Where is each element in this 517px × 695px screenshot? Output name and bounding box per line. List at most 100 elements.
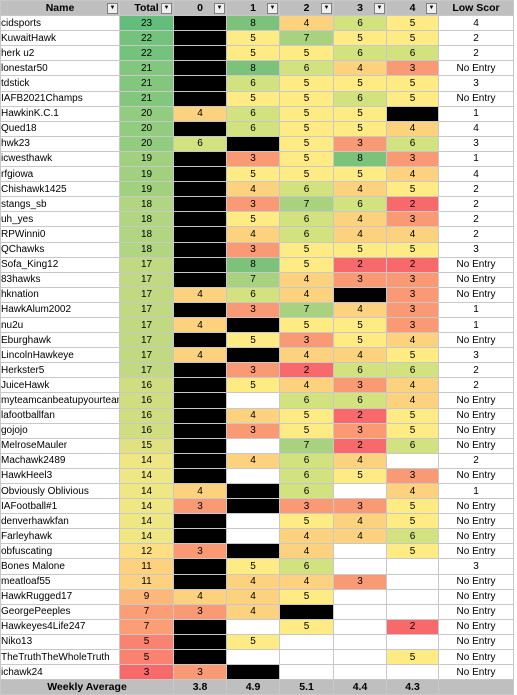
week-2-score-cell[interactable]: 4	[279, 377, 334, 394]
player-name-cell[interactable]: Eburghawk	[0, 332, 120, 349]
week-1-score-cell[interactable]: 6	[226, 75, 280, 92]
week-1-score-cell[interactable]: 7	[226, 271, 280, 288]
player-name-cell[interactable]: lafootballfan	[0, 407, 120, 424]
week-1-score-cell[interactable]: 4	[226, 573, 280, 590]
column-header-week-0[interactable]: 0 ▼	[173, 0, 227, 17]
week-2-score-cell[interactable]: 3	[279, 332, 334, 349]
total-score-cell[interactable]: 15	[119, 437, 174, 454]
total-score-cell[interactable]: 7	[119, 618, 174, 635]
week-0-score-cell[interactable]	[173, 573, 227, 590]
total-score-cell[interactable]: 17	[119, 301, 174, 318]
player-name-cell[interactable]: obfuscating	[0, 543, 120, 560]
week-3-score-cell[interactable]: 5	[333, 332, 387, 349]
low-score-cell[interactable]: 2	[438, 181, 514, 198]
total-score-cell[interactable]: 7	[119, 603, 174, 620]
total-score-cell[interactable]: 22	[119, 45, 174, 62]
week-1-score-cell[interactable]: 5	[226, 45, 280, 62]
week-4-score-cell[interactable]: 5	[386, 241, 439, 258]
low-score-cell[interactable]: 1	[438, 150, 514, 168]
low-score-cell[interactable]: 1	[438, 301, 514, 318]
week-4-score-cell[interactable]: 5	[386, 543, 439, 560]
week-1-score-cell[interactable]: 6	[226, 105, 280, 122]
week-0-score-cell[interactable]: 3	[173, 603, 227, 620]
week-2-score-cell[interactable]: 6	[279, 467, 334, 485]
low-score-cell[interactable]: No Entry	[438, 60, 514, 77]
player-name-cell[interactable]: JuiceHawk	[0, 377, 120, 394]
week-3-score-cell[interactable]: 4	[333, 301, 387, 318]
player-name-cell[interactable]: gojojo	[0, 422, 120, 439]
week-2-score-cell[interactable]: 5	[279, 241, 334, 258]
week-0-score-cell[interactable]	[173, 392, 227, 409]
week-1-score-cell[interactable]: 3	[226, 150, 280, 168]
total-score-cell[interactable]: 17	[119, 316, 174, 334]
low-score-cell[interactable]: 4	[438, 120, 514, 137]
column-header-name[interactable]: Name ▼	[0, 0, 120, 17]
week-2-score-cell[interactable]: 7	[279, 30, 334, 47]
week-3-score-cell[interactable]: 4	[333, 211, 387, 228]
low-score-cell[interactable]: 3	[438, 135, 514, 152]
week-1-score-cell[interactable]	[226, 513, 280, 530]
week-3-score-cell[interactable]: 4	[333, 226, 387, 243]
week-4-score-cell[interactable]: 5	[386, 15, 439, 32]
low-score-cell[interactable]: 1	[438, 316, 514, 334]
week-0-score-cell[interactable]	[173, 271, 227, 288]
week-4-score-cell[interactable]: 2	[386, 196, 439, 213]
player-name-cell[interactable]: Herkster5	[0, 362, 120, 379]
week-0-score-cell[interactable]	[173, 75, 227, 92]
week-3-score-cell[interactable]: 6	[333, 196, 387, 213]
player-name-cell[interactable]: TheTruthTheWholeTruth	[0, 649, 120, 666]
week-4-score-cell[interactable]: 5	[386, 30, 439, 47]
week-2-score-cell[interactable]: 4	[279, 573, 334, 590]
week-2-score-cell[interactable]	[279, 603, 334, 620]
week-2-score-cell[interactable]: 6	[279, 558, 334, 575]
week-3-score-cell[interactable]: 3	[333, 498, 387, 515]
low-score-cell[interactable]: 1	[438, 105, 514, 122]
week-4-score-cell[interactable]: 5	[386, 75, 439, 92]
week-4-score-cell[interactable]: 5	[386, 649, 439, 666]
total-score-cell[interactable]: 21	[119, 90, 174, 107]
week-0-score-cell[interactable]: 3	[173, 664, 227, 681]
week-3-score-cell[interactable]: 5	[333, 30, 387, 47]
total-score-cell[interactable]: 16	[119, 392, 174, 409]
total-score-cell[interactable]: 14	[119, 528, 174, 545]
week-1-score-cell[interactable]: 4	[226, 588, 280, 605]
low-score-cell[interactable]: No Entry	[438, 633, 514, 651]
week-2-score-cell[interactable]: 5	[279, 316, 334, 334]
total-score-cell[interactable]: 17	[119, 256, 174, 273]
week-1-score-cell[interactable]: 5	[226, 30, 280, 47]
week-0-score-cell[interactable]	[173, 332, 227, 349]
week-2-score-cell[interactable]: 6	[279, 181, 334, 198]
week-2-score-cell[interactable]: 4	[279, 271, 334, 288]
week-2-score-cell[interactable]: 5	[279, 45, 334, 62]
total-score-cell[interactable]: 5	[119, 649, 174, 666]
total-score-cell[interactable]: 17	[119, 286, 174, 303]
week-0-score-cell[interactable]: 3	[173, 543, 227, 560]
total-score-cell[interactable]: 16	[119, 407, 174, 424]
week-4-score-cell[interactable]: 4	[386, 482, 439, 500]
week-1-score-cell[interactable]	[226, 618, 280, 635]
week-4-score-cell[interactable]: 5	[386, 407, 439, 424]
low-score-cell[interactable]: No Entry	[438, 664, 514, 681]
player-name-cell[interactable]: hknation	[0, 286, 120, 303]
week-4-score-cell[interactable]	[386, 633, 439, 651]
total-score-cell[interactable]: 17	[119, 362, 174, 379]
week-2-score-cell[interactable]: 4	[279, 543, 334, 560]
week-1-score-cell[interactable]: 6	[226, 286, 280, 303]
week-2-score-cell[interactable]: 7	[279, 301, 334, 318]
total-score-cell[interactable]: 16	[119, 377, 174, 394]
week-4-score-cell[interactable]: 3	[386, 271, 439, 288]
week-0-score-cell[interactable]	[173, 211, 227, 228]
week-3-score-cell[interactable]: 4	[333, 452, 387, 469]
week-0-score-cell[interactable]	[173, 256, 227, 273]
column-header-total[interactable]: Total ▼	[119, 0, 174, 17]
week-1-score-cell[interactable]	[226, 543, 280, 560]
player-name-cell[interactable]: 83hawks	[0, 271, 120, 288]
player-name-cell[interactable]: myteamcanbeatupyourteam	[0, 392, 120, 409]
average-week-3[interactable]: 4.4	[333, 679, 387, 695]
low-score-cell[interactable]: 1	[438, 482, 514, 500]
week-1-score-cell[interactable]	[226, 135, 280, 152]
week-2-score-cell[interactable]: 5	[279, 407, 334, 424]
low-score-cell[interactable]: 3	[438, 558, 514, 575]
low-score-cell[interactable]: 4	[438, 15, 514, 32]
week-4-score-cell[interactable]	[386, 558, 439, 575]
